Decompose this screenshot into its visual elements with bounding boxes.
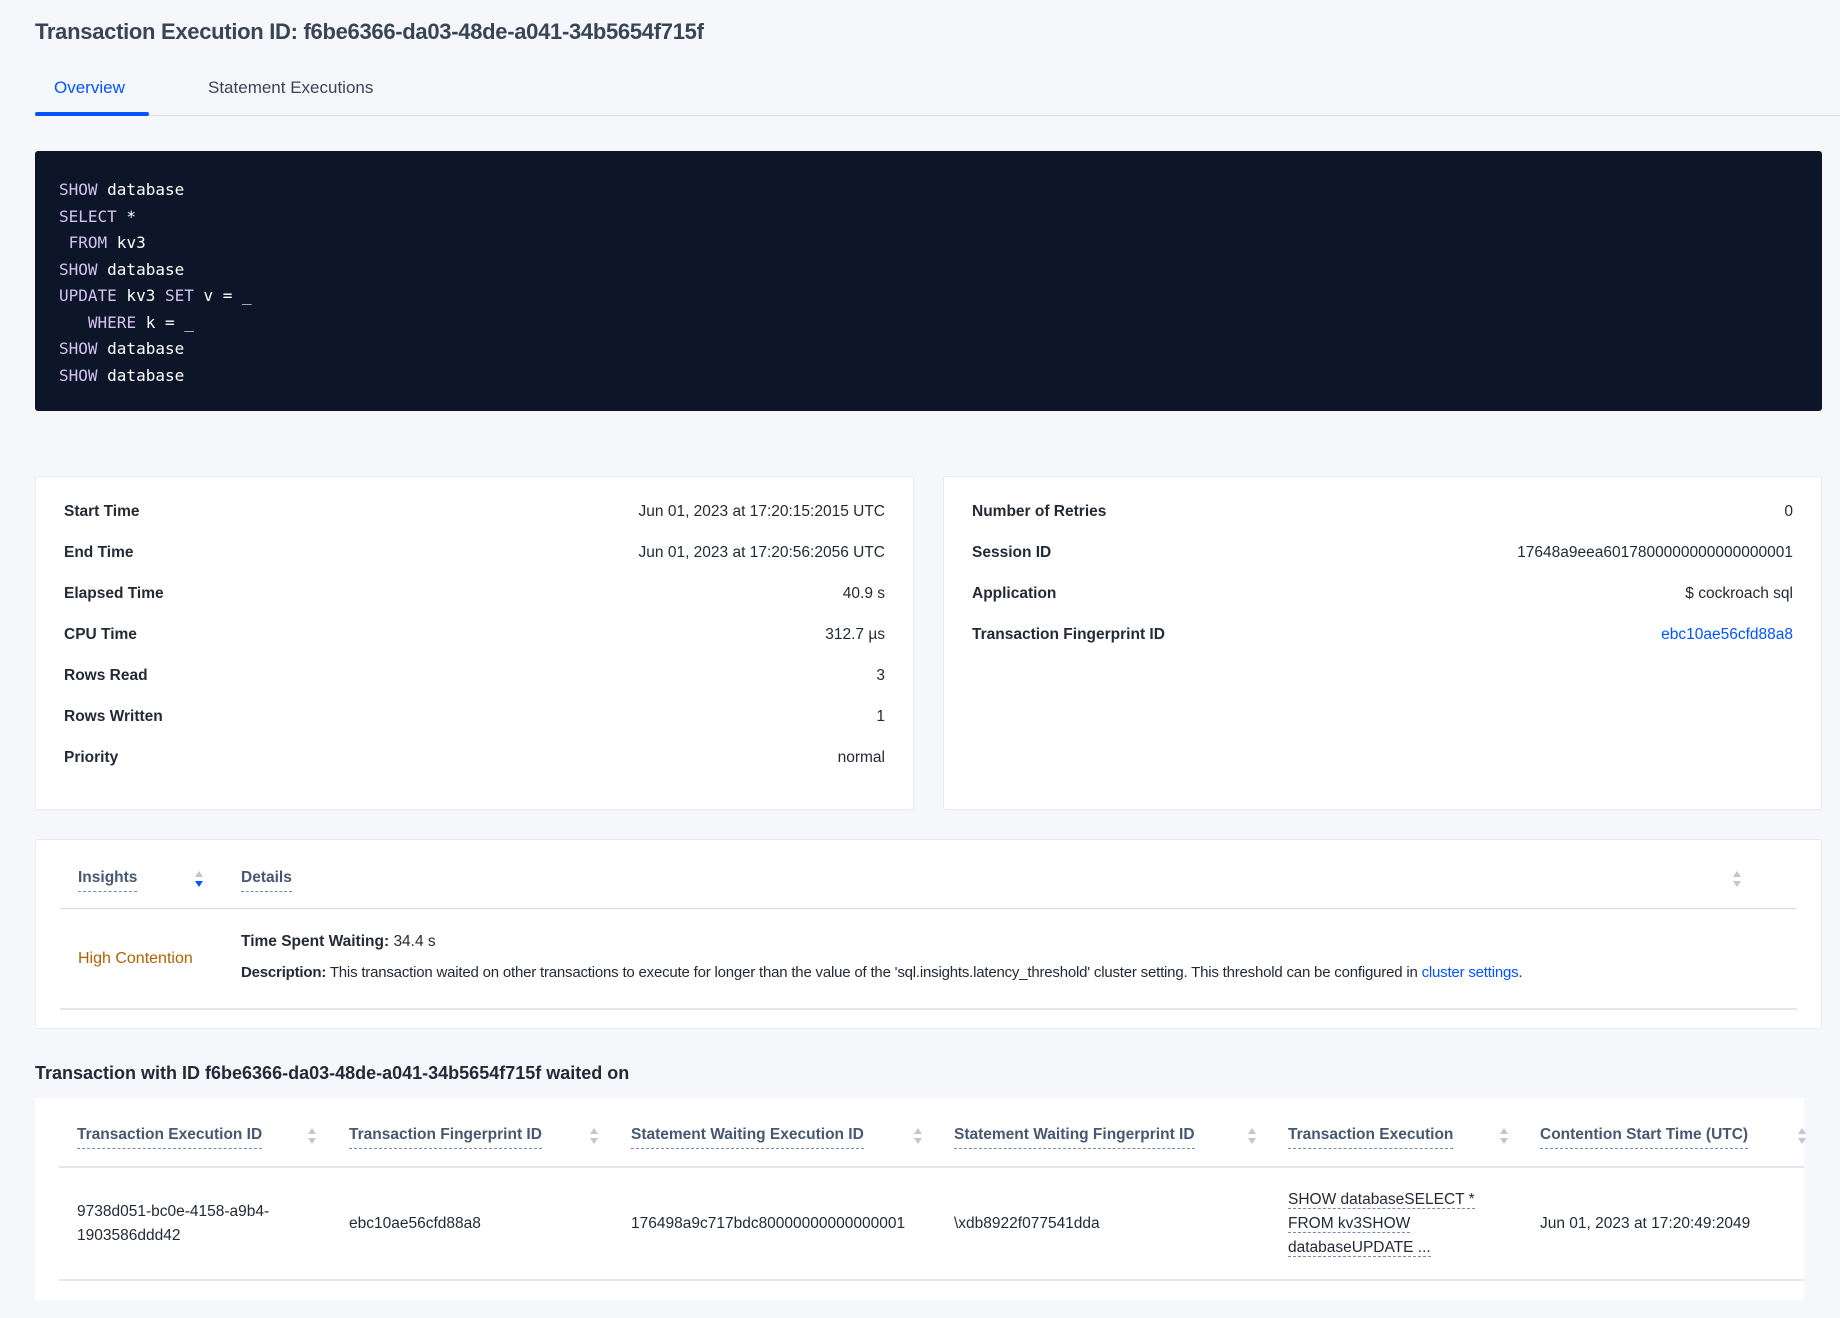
sort-icon[interactable] (1499, 1127, 1509, 1145)
summary-card-left: Start Time Jun 01, 2023 at 17:20:15:2015 … (35, 476, 914, 810)
summary-card-right: Number of Retries 0 Session ID 17648a9eea60… (943, 476, 1822, 810)
sql-line: SHOW database (59, 339, 185, 358)
summary-row: Rows Written 1 (64, 708, 885, 728)
column-header-txn-exec-id[interactable]: Transaction Execution ID (77, 1126, 263, 1149)
sort-icon[interactable] (913, 1127, 923, 1145)
sql-line: FROM kv3 (68, 233, 146, 252)
details-column-header[interactable]: Details (241, 869, 292, 892)
summary-row: Rows Read 3 (64, 667, 885, 687)
txn-execution-line[interactable]: databaseUPDATE ... (1288, 1239, 1431, 1257)
column-header-txn-execution[interactable]: Transaction Execution (1288, 1126, 1454, 1149)
sql-code-block: SHOW database SELECT * FROM kv3 SHOW datab… (35, 151, 1822, 411)
summary-value: 312.7 µs (825, 626, 885, 643)
time-spent-waiting: Time Spent Waiting: 34.4 s (241, 930, 436, 954)
summary-label: Session ID (972, 544, 1052, 561)
summary-value: normal (837, 749, 885, 766)
txn-execution-line[interactable]: SHOW databaseSELECT * (1288, 1191, 1475, 1209)
insights-card: Insights Details High Contention Time Sp… (35, 839, 1822, 1029)
column-header-stmt-waiting-fingerprint-id[interactable]: Statement Waiting Fingerprint ID (954, 1126, 1195, 1149)
column-header-stmt-waiting-exec-id[interactable]: Statement Waiting Execution ID (631, 1126, 864, 1149)
divider (59, 1279, 1804, 1281)
cluster-settings-link[interactable]: cluster settings (1421, 964, 1519, 981)
cell-contention-start-time: Jun 01, 2023 at 17:20:49:2049 (1540, 1215, 1751, 1232)
summary-value: $ cockroach sql (1685, 585, 1793, 602)
summary-value: 1 (876, 708, 885, 725)
tab-divider (35, 115, 1840, 116)
summary-value: Jun 01, 2023 at 17:20:56:2056 UTC (638, 544, 885, 561)
sql-line: SHOW database (59, 259, 185, 279)
sort-icon[interactable] (589, 1127, 599, 1145)
sort-icon[interactable] (307, 1127, 317, 1145)
summary-label: End Time (64, 544, 134, 561)
page-title: Transaction Execution ID: f6be6366-da03-… (35, 19, 704, 44)
description-end: . (1518, 964, 1523, 981)
summary-row: End Time Jun 01, 2023 at 17:20:56:2056 UT… (64, 544, 885, 564)
summary-value: 3 (876, 667, 885, 684)
cell-stmt-exec-id: 176498a9c717bdc80000000000000001 (631, 1215, 906, 1232)
waited-on-heading: Transaction with ID f6be6366-da03-48de-a… (35, 1063, 630, 1083)
cell-txn-execution[interactable]: SHOW databaseSELECT * FROM kv3SHOW databas… (1288, 1188, 1475, 1260)
cell-line: 1903586ddd42 (77, 1227, 181, 1244)
cell-stmt-fingerprint-id: \xdb8922f077541dda (954, 1215, 1100, 1232)
sql-line: SHOW database (59, 365, 185, 385)
time-value: 34.4 s (393, 933, 436, 950)
summary-value: Jun 01, 2023 at 17:20:15:2015 UTC (638, 503, 885, 520)
column-header-contention-start-time[interactable]: Contention Start Time (UTC) (1540, 1126, 1749, 1149)
summary-value: 40.9 s (842, 585, 885, 602)
time-label: Time Spent Waiting: (241, 933, 390, 950)
divider (60, 1008, 1797, 1010)
summary-row: Elapsed Time 40.9 s (64, 585, 885, 605)
summary-row: CPU Time 312.7 µs (64, 626, 885, 646)
summary-value: 17648a9eea6017800000000000000001 (1517, 544, 1793, 561)
sort-icon[interactable] (1247, 1127, 1257, 1145)
divider (59, 1166, 1804, 1168)
fingerprint-link[interactable]: ebc10ae56cfd88a8 (1661, 626, 1793, 643)
summary-row: Transaction Fingerprint ID ebc10ae56cfd88… (972, 626, 1793, 646)
insights-column-header[interactable]: Insights (78, 869, 138, 892)
summary-row: Application $ cockroach sql (972, 585, 1793, 605)
cell-line: 9738d051-bc0e-4158-a9b4- (77, 1203, 270, 1220)
sort-icon[interactable] (194, 870, 204, 888)
summary-label: Transaction Fingerprint ID (972, 626, 1165, 643)
description-text: This transaction waited on other transac… (329, 964, 1418, 981)
summary-value: 0 (1784, 503, 1793, 520)
summary-label: Rows Written (64, 708, 163, 725)
divider (60, 908, 1797, 909)
insight-description: Description: This transaction waited on … (241, 961, 1523, 985)
sql-line: SHOW database (59, 180, 185, 199)
summary-row: Session ID 17648a9eea60178000000000000000… (972, 544, 1793, 564)
summary-row: Priority normal (64, 749, 885, 769)
summary-label: Elapsed Time (64, 585, 164, 602)
cell-txn-fingerprint-id: ebc10ae56cfd88a8 (349, 1215, 481, 1232)
sort-icon[interactable] (1732, 870, 1742, 888)
summary-label: Rows Read (64, 667, 148, 684)
sql-line: UPDATE kv3 SET v = _ (59, 286, 252, 305)
sql-line: WHERE k = _ (87, 312, 194, 332)
tab-overview[interactable]: Overview (54, 78, 125, 97)
txn-execution-line[interactable]: FROM kv3SHOW (1288, 1215, 1411, 1233)
active-tab-indicator (35, 112, 149, 116)
tab-statement-executions[interactable]: Statement Executions (208, 78, 374, 97)
summary-row: Start Time Jun 01, 2023 at 17:20:15:2015 … (64, 503, 885, 523)
summary-label: Application (972, 585, 1057, 602)
sql-line: SELECT * (59, 206, 137, 226)
summary-label: Priority (64, 749, 119, 766)
summary-row: Number of Retries 0 (972, 503, 1793, 523)
summary-label: Number of Retries (972, 503, 1107, 520)
description-label: Description: (241, 964, 327, 981)
cell-txn-exec-id: 9738d051-bc0e-4158-a9b4- 1903586ddd42 (77, 1200, 269, 1248)
insight-type: High Contention (78, 950, 193, 967)
sort-icon[interactable] (1797, 1127, 1807, 1145)
column-header-txn-fingerprint-id[interactable]: Transaction Fingerprint ID (349, 1126, 542, 1149)
summary-label: Start Time (64, 503, 140, 520)
summary-label: CPU Time (64, 626, 137, 643)
waited-on-table: Transaction Execution ID Transaction Fing… (35, 1098, 1807, 1300)
